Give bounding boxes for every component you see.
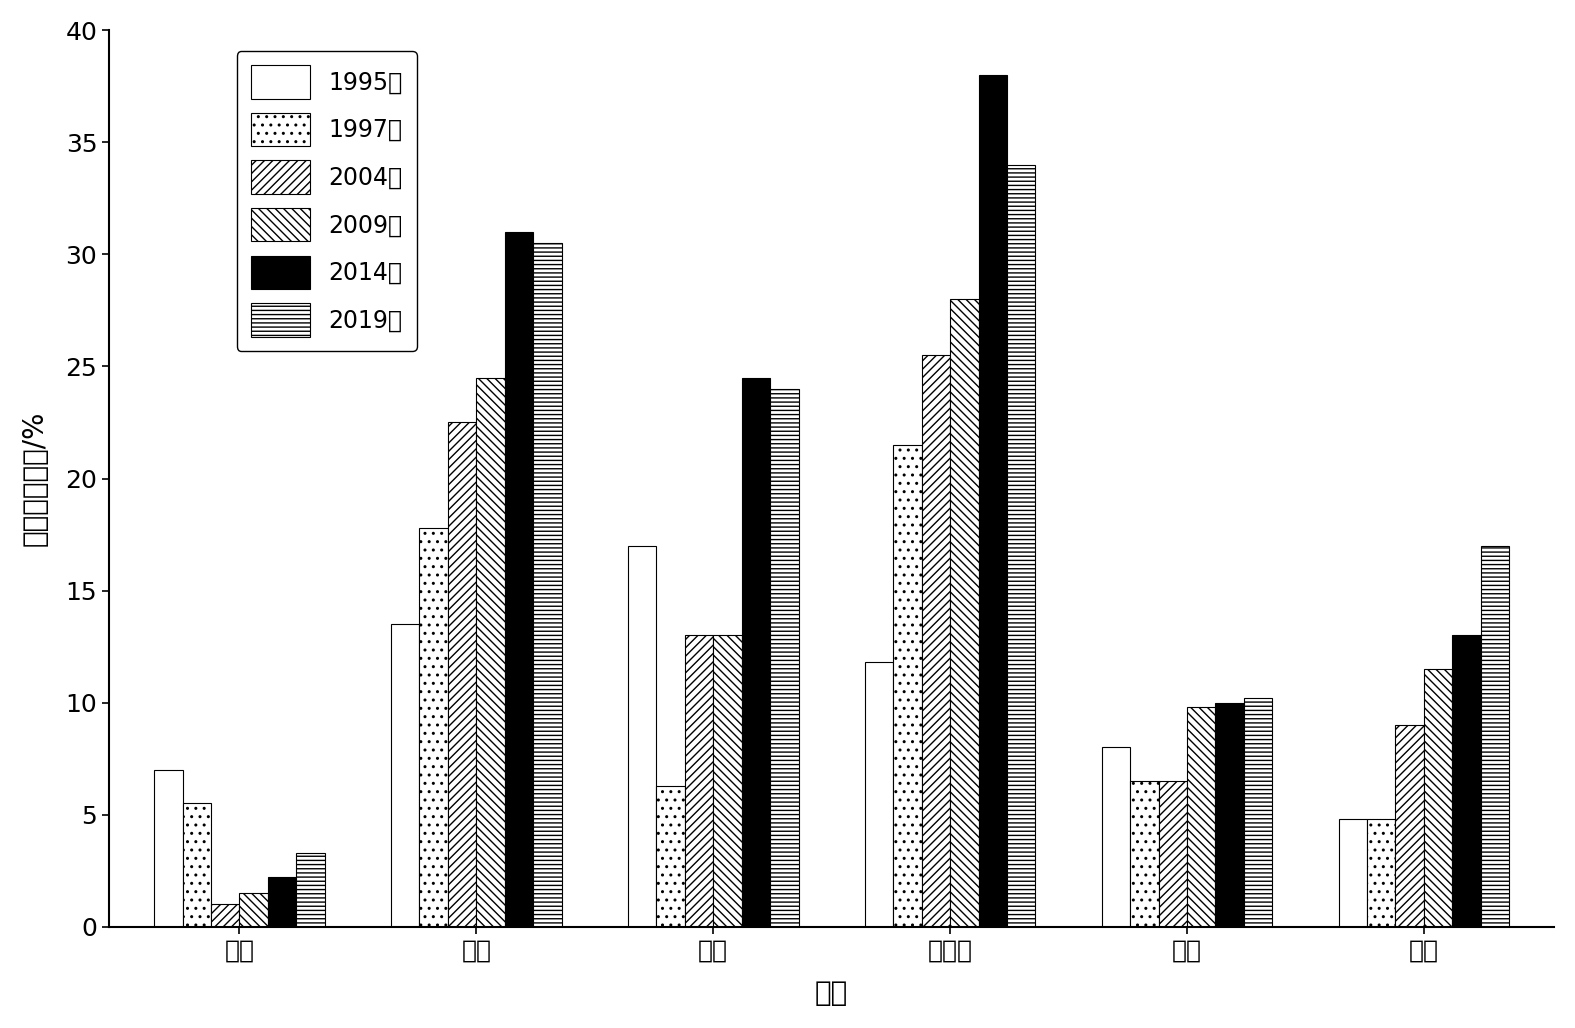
Bar: [921, 356, 950, 926]
Bar: [1006, 164, 1035, 926]
Bar: [1339, 819, 1367, 926]
Bar: [419, 527, 447, 926]
Bar: [1424, 669, 1452, 926]
Bar: [1244, 698, 1273, 926]
Bar: [978, 75, 1006, 926]
Bar: [154, 770, 183, 926]
Bar: [657, 785, 685, 926]
Bar: [1159, 781, 1188, 926]
Bar: [950, 299, 978, 926]
Bar: [1102, 747, 1131, 926]
Bar: [534, 244, 562, 926]
Bar: [447, 423, 476, 926]
Bar: [1452, 635, 1480, 926]
Bar: [1395, 725, 1424, 926]
Bar: [893, 445, 921, 926]
Bar: [1480, 546, 1509, 926]
Bar: [1131, 781, 1159, 926]
Bar: [770, 389, 799, 926]
X-axis label: 地区: 地区: [814, 979, 849, 1007]
Bar: [296, 853, 324, 926]
Bar: [628, 546, 657, 926]
Bar: [685, 635, 713, 926]
Bar: [391, 624, 419, 926]
Bar: [1188, 707, 1216, 926]
Bar: [713, 635, 742, 926]
Legend: 1995年, 1997年, 2004年, 2009年, 2014年, 2019年: 1995年, 1997年, 2004年, 2009年, 2014年, 2019年: [236, 51, 417, 351]
Bar: [211, 905, 239, 926]
Bar: [268, 877, 296, 926]
Bar: [1216, 702, 1244, 926]
Bar: [742, 377, 770, 926]
Bar: [865, 662, 893, 926]
Bar: [1367, 819, 1395, 926]
Bar: [183, 804, 211, 926]
Bar: [504, 232, 534, 926]
Bar: [476, 377, 504, 926]
Bar: [239, 893, 268, 926]
Y-axis label: 热岛面积占比/%: 热岛面积占比/%: [20, 411, 49, 546]
